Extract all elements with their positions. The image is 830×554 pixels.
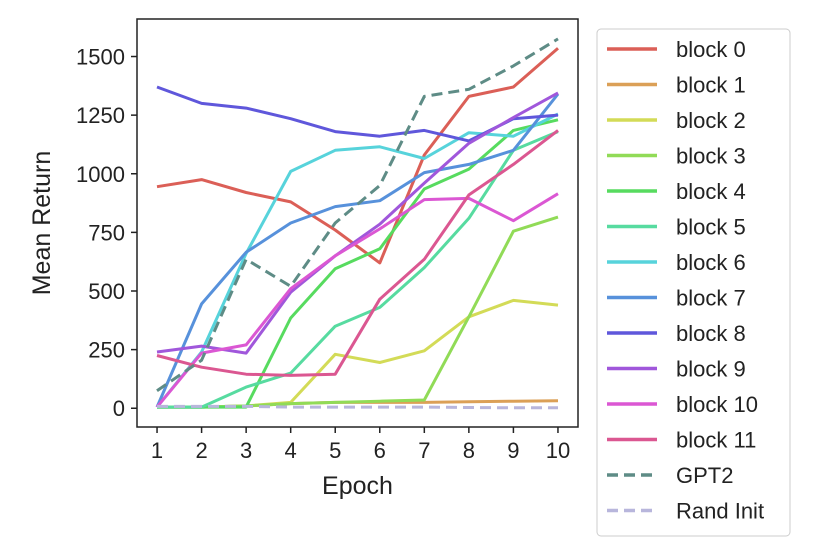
legend-label: Rand Init bbox=[676, 499, 764, 524]
x-tick-label: 9 bbox=[507, 438, 519, 463]
y-axis: 0 250 500 750 1000 1250 1500 bbox=[76, 45, 137, 421]
legend-label: block 1 bbox=[676, 73, 746, 98]
x-tick-label: 1 bbox=[151, 438, 163, 463]
legend-label: block 8 bbox=[676, 321, 746, 346]
x-tick-label: 8 bbox=[463, 438, 475, 463]
x-tick-label: 2 bbox=[195, 438, 207, 463]
series-line-block-8 bbox=[156, 85, 559, 143]
x-tick-label: 7 bbox=[418, 438, 430, 463]
series-line-block-10 bbox=[155, 192, 559, 409]
legend-label: block 3 bbox=[676, 144, 746, 169]
series-line-block-7 bbox=[155, 93, 560, 408]
legend-label: block 11 bbox=[676, 428, 756, 453]
legend-label: block 7 bbox=[676, 286, 746, 311]
y-tick-label: 1500 bbox=[76, 45, 125, 70]
legend-label: block 5 bbox=[676, 215, 746, 240]
series-line-block-6 bbox=[155, 112, 559, 409]
legend-label: GPT2 bbox=[676, 463, 733, 488]
y-tick-label: 250 bbox=[88, 338, 125, 363]
x-tick-label: 3 bbox=[240, 438, 252, 463]
x-axis-title: Epoch bbox=[322, 472, 393, 500]
series-layer bbox=[155, 37, 560, 410]
x-axis: 1 2 3 4 5 6 7 8 9 10 bbox=[151, 427, 570, 463]
x-tick-label: 5 bbox=[329, 438, 341, 463]
legend-label: block 2 bbox=[676, 108, 746, 133]
series-line-rand-init bbox=[157, 404, 558, 410]
y-tick-label: 500 bbox=[88, 279, 125, 304]
legend-label: block 10 bbox=[676, 392, 758, 417]
y-tick-label: 0 bbox=[113, 396, 125, 421]
series-line-block-5 bbox=[157, 130, 559, 409]
legend-label: block 6 bbox=[676, 250, 746, 275]
legend-label: block 4 bbox=[676, 179, 746, 204]
y-tick-label: 1000 bbox=[76, 162, 125, 187]
y-tick-label: 750 bbox=[88, 220, 125, 245]
legend-box bbox=[596, 28, 791, 537]
series-line-block-4 bbox=[157, 118, 559, 409]
y-tick-label: 1250 bbox=[76, 103, 125, 128]
x-tick-label: 4 bbox=[285, 438, 297, 463]
x-tick-label: 10 bbox=[546, 438, 570, 463]
legend-label: block 0 bbox=[676, 37, 746, 62]
plot-frame bbox=[136, 18, 579, 428]
x-tick-label: 6 bbox=[374, 438, 386, 463]
legend-label: block 9 bbox=[676, 357, 746, 382]
legend: block 0 block 1 block 2 block 3 block 4 block… bbox=[596, 28, 791, 537]
series-line-gpt2 bbox=[156, 37, 559, 392]
series-line-block-0 bbox=[156, 47, 559, 265]
y-axis-title: Mean Return bbox=[28, 151, 56, 296]
series-line-block-11 bbox=[156, 129, 559, 377]
